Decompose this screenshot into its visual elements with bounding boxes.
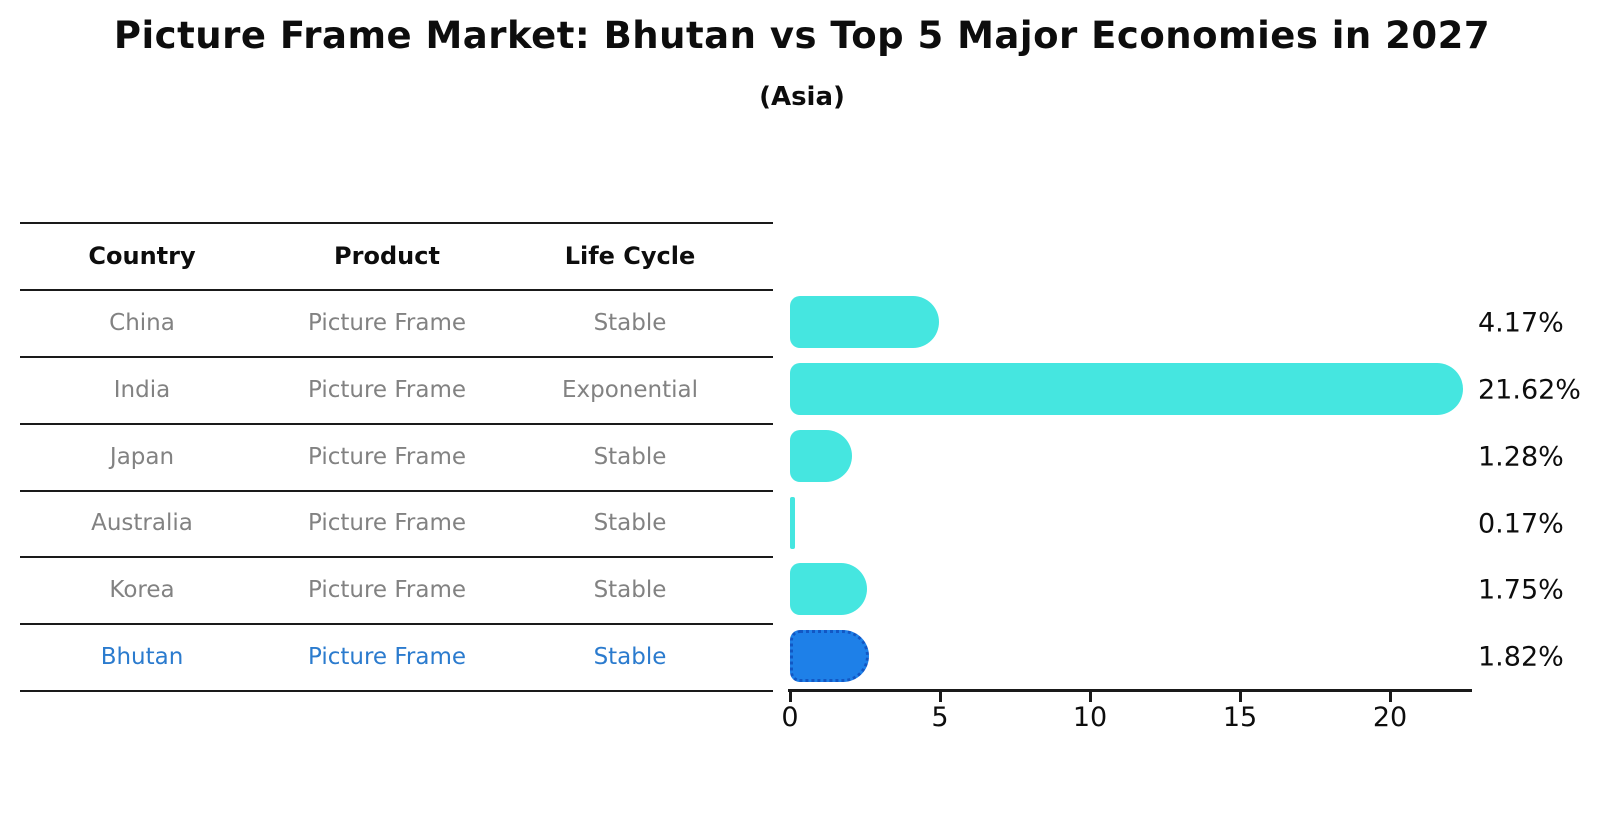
table-header-row: Country Product Life Cycle: [20, 222, 773, 289]
value-label-japan: 1.28%: [1478, 441, 1564, 472]
cell-country: Bhutan: [100, 643, 184, 670]
value-label-india: 21.62%: [1478, 374, 1581, 405]
value-label-korea: 1.75%: [1478, 574, 1564, 605]
x-axis-tick: [939, 692, 942, 702]
row-separator-line: [20, 222, 773, 224]
table-row: Bhutan Picture Frame Stable: [20, 623, 773, 690]
row-separator-line: [20, 289, 773, 291]
value-label-bhutan: 1.82%: [1478, 641, 1564, 672]
x-axis-tick-label: 10: [1072, 702, 1108, 733]
page-title: Picture Frame Market: Bhutan vs Top 5 Ma…: [113, 14, 1491, 57]
bar-australia: [790, 497, 796, 549]
x-axis-tick: [1089, 692, 1092, 702]
table-row: China Picture Frame Stable: [20, 289, 773, 356]
x-axis-tick: [1389, 692, 1392, 702]
cell-product: Picture Frame: [307, 643, 467, 670]
table-row: Korea Picture Frame Stable: [20, 556, 773, 623]
cell-country: China: [109, 309, 175, 336]
x-axis-tick: [789, 692, 792, 702]
cell-country: Korea: [109, 576, 175, 603]
table-row: Japan Picture Frame Stable: [20, 423, 773, 490]
row-separator-line: [20, 623, 773, 625]
cell-life-cycle: Stable: [593, 576, 667, 603]
x-axis-tick-label: 0: [781, 702, 799, 733]
value-label-australia: 0.17%: [1478, 508, 1564, 539]
cell-product: Picture Frame: [307, 510, 467, 536]
page-subtitle: (Asia): [759, 82, 845, 112]
cell-country: India: [113, 376, 171, 403]
row-separator-line: [20, 356, 773, 358]
x-axis-tick-label: 5: [931, 702, 949, 733]
row-separator-line: [20, 423, 773, 425]
cell-product: Picture Frame: [307, 376, 467, 403]
column-header-country: Country: [88, 241, 196, 270]
x-axis-line: [788, 689, 1472, 692]
value-label-china: 4.17%: [1478, 307, 1564, 338]
x-axis-tick: [1239, 692, 1242, 702]
cell-life-cycle: Stable: [593, 510, 667, 536]
cell-country: Japan: [109, 443, 175, 470]
table-row: Australia Picture Frame Stable: [20, 490, 773, 556]
bar-japan: [790, 430, 853, 482]
row-separator-line: [20, 690, 773, 692]
row-separator-line: [20, 556, 773, 558]
cell-country: Australia: [91, 510, 193, 536]
x-axis-tick-label: 15: [1222, 702, 1258, 733]
table-row: India Picture Frame Exponential: [20, 356, 773, 423]
bar-india: [790, 363, 1463, 415]
x-axis-tick-label: 20: [1372, 702, 1408, 733]
cell-life-cycle: Stable: [593, 309, 667, 336]
cell-product: Picture Frame: [307, 443, 467, 470]
cell-life-cycle: Stable: [593, 443, 667, 470]
row-separator-line: [20, 490, 773, 492]
cell-life-cycle: Stable: [593, 643, 667, 670]
cell-life-cycle: Exponential: [561, 376, 698, 403]
cell-product: Picture Frame: [307, 309, 467, 336]
column-header-product: Product: [334, 241, 440, 270]
bar-bhutan: [790, 630, 869, 682]
column-header-life-cycle: Life Cycle: [564, 241, 696, 270]
bar-korea: [790, 563, 867, 615]
cell-product: Picture Frame: [307, 576, 467, 603]
bar-china: [790, 296, 940, 348]
